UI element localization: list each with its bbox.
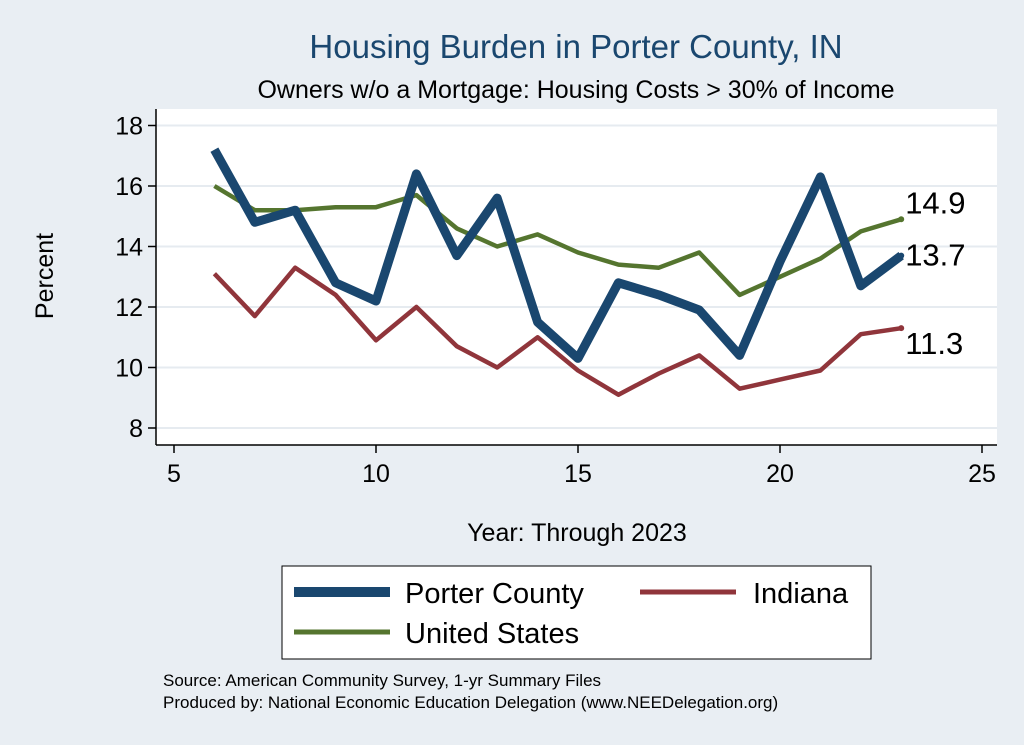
produced-by-note: Produced by: National Economic Education…: [163, 693, 778, 712]
y-tick-label-12: 12: [115, 294, 143, 322]
x-axis-title: Year: Through 2023: [467, 519, 687, 547]
source-note: Source: American Community Survey, 1-yr …: [163, 671, 601, 690]
y-axis-title: Percent: [31, 233, 59, 319]
legend-label-united-states: United States: [405, 618, 579, 650]
x-tick-label-5: 5: [167, 460, 181, 488]
y-tick-label-8: 8: [129, 415, 143, 443]
chart-title: Housing Burden in Porter County, IN: [309, 28, 842, 65]
end-label-indiana: 11.3: [905, 326, 963, 361]
series-lines: [210, 147, 904, 397]
x-tick-label-25: 25: [968, 460, 996, 488]
legend-label-porter-county: Porter County: [405, 578, 584, 610]
y-tick-label-18: 18: [115, 113, 143, 141]
end-label-united-states: 14.9: [905, 185, 965, 220]
axes: 8 10 12 14 16 18 5 10 15 20 25: [115, 109, 997, 488]
end-marker-united-states: [898, 216, 905, 223]
end-marker-indiana: [898, 325, 905, 332]
y-tick-label-10: 10: [115, 355, 143, 383]
end-labels: 13.7 11.3 14.9: [898, 185, 966, 361]
legend-label-indiana: Indiana: [753, 578, 849, 610]
legend: Porter County Indiana United States: [281, 565, 872, 660]
end-label-porter-county: 13.7: [905, 238, 965, 273]
y-tick-label-16: 16: [115, 173, 143, 201]
series-line-porter-county: [210, 147, 904, 363]
chart-subtitle: Owners w/o a Mortgage: Housing Costs > 3…: [257, 76, 894, 104]
series-line-united-states: [213, 184, 902, 298]
legend-box: [281, 565, 872, 660]
x-tick-label-10: 10: [362, 460, 390, 488]
x-tick-label-20: 20: [766, 460, 794, 488]
gridlines: [156, 124, 997, 429]
y-tick-label-14: 14: [115, 234, 143, 262]
end-marker-porter-county: [898, 252, 905, 259]
series-line-indiana: [212, 265, 902, 397]
x-tick-label-15: 15: [564, 460, 592, 488]
